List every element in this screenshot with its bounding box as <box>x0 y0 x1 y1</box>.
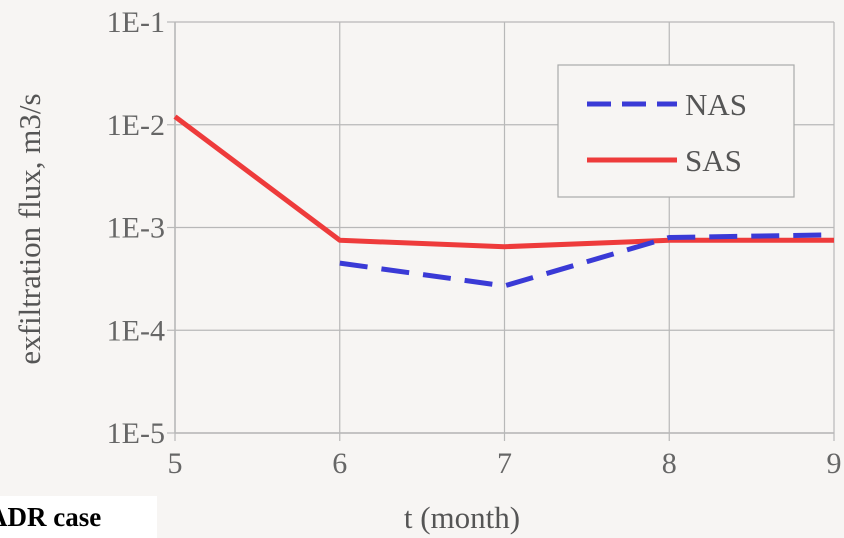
x-axis-label: t (month) <box>404 500 520 535</box>
x-tick-label: 9 <box>827 447 842 480</box>
series-lines <box>173 114 835 289</box>
y-tick-label: 1E-5 <box>107 417 165 450</box>
legend-box <box>557 64 795 198</box>
x-tick-label: 5 <box>168 447 183 480</box>
x-tick-label: 7 <box>497 447 512 480</box>
series-line-sas <box>173 114 834 250</box>
case-label: ADR case <box>0 496 157 538</box>
series-line-nas <box>339 232 835 289</box>
y-tick-label: 1E-2 <box>107 109 165 142</box>
y-tick-label: 1E-1 <box>107 6 165 39</box>
y-tick-label: 1E-4 <box>107 314 165 347</box>
y-axis-label: exfiltration flux, m3/s <box>12 93 47 364</box>
axes <box>167 21 835 441</box>
tick-labels: 1E-5 1E-4 1E-3 1E-2 1E-1 5 6 7 8 9 <box>107 6 842 480</box>
x-tick-label: 6 <box>332 447 347 480</box>
legend-label-sas: SAS <box>685 143 742 178</box>
legend: NAS SAS <box>557 64 795 198</box>
x-tick-label: 8 <box>662 447 677 480</box>
legend-label-nas: NAS <box>685 87 747 122</box>
y-tick-label: 1E-3 <box>107 212 165 245</box>
